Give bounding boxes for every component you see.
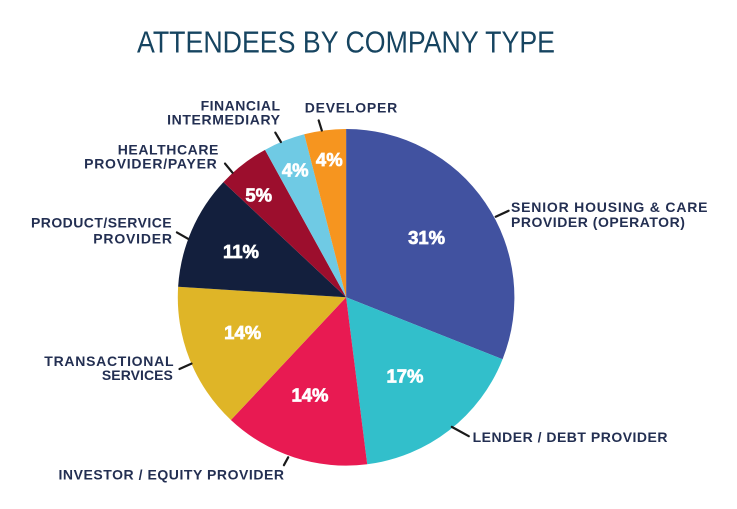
svg-text:FINANCIAL: FINANCIAL (201, 98, 281, 114)
svg-text:ATTENDEES BY COMPANY TYPE: ATTENDEES BY COMPANY TYPE (137, 26, 555, 60)
svg-text:4%: 4% (316, 149, 343, 170)
svg-text:DEVELOPER: DEVELOPER (305, 100, 398, 116)
svg-text:LENDER / DEBT PROVIDER: LENDER / DEBT PROVIDER (473, 429, 668, 445)
svg-text:PROVIDER (OPERATOR): PROVIDER (OPERATOR) (511, 214, 685, 230)
svg-text:5%: 5% (245, 185, 272, 206)
svg-text:TRANSACTIONAL: TRANSACTIONAL (44, 353, 174, 369)
svg-text:PROVIDER/PAYER: PROVIDER/PAYER (84, 155, 217, 171)
svg-text:17%: 17% (386, 366, 423, 387)
svg-text:11%: 11% (223, 241, 259, 262)
svg-text:SERVICES: SERVICES (102, 367, 173, 383)
svg-text:PRODUCT/SERVICE: PRODUCT/SERVICE (31, 215, 172, 231)
svg-text:INVESTOR / EQUITY PROVIDER: INVESTOR / EQUITY PROVIDER (59, 467, 285, 483)
svg-text:14%: 14% (291, 385, 328, 406)
svg-text:PROVIDER: PROVIDER (93, 230, 172, 246)
svg-text:31%: 31% (408, 227, 445, 248)
svg-text:14%: 14% (224, 322, 261, 343)
svg-text:HEALTHCARE: HEALTHCARE (118, 142, 219, 158)
svg-text:INTERMEDIARY: INTERMEDIARY (167, 112, 281, 128)
svg-text:4%: 4% (282, 160, 309, 181)
svg-text:SENIOR HOUSING & CARE: SENIOR HOUSING & CARE (511, 199, 708, 215)
